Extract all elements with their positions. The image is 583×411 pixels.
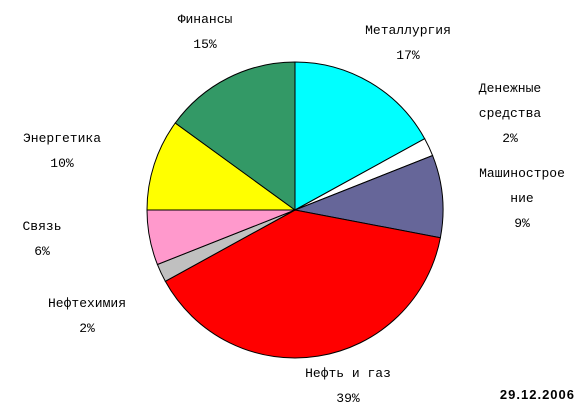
slice-label: Машинострое ние [479, 166, 565, 206]
pie-slice [174, 61, 296, 211]
pie-slice [293, 154, 444, 239]
slice-label: Денежные средства [478, 81, 542, 121]
slice-label: Нефтехимия [47, 296, 127, 311]
pie-slice [294, 61, 426, 211]
slice-value-label: 15% [193, 37, 217, 52]
pie-slice [146, 122, 297, 211]
slice-value-label: 6% [34, 244, 50, 259]
date: 29.12.2006 [499, 387, 575, 402]
slice-value-label: 10% [50, 156, 74, 171]
slice-value-label: 2% [79, 321, 95, 336]
slice-label: Связь [22, 219, 62, 234]
slice-label: Нефть и газ [305, 366, 391, 381]
slice-value-label: 9% [514, 216, 530, 231]
slice-value-label: 17% [396, 48, 420, 63]
pie-slice [164, 209, 441, 359]
slice-value-label: 2% [502, 131, 518, 146]
slice-label: Финансы [177, 12, 233, 27]
slice-label: Энергетика [22, 131, 102, 146]
slice-value-label: 39% [336, 391, 360, 406]
slice-label: Металлургия [365, 23, 451, 38]
